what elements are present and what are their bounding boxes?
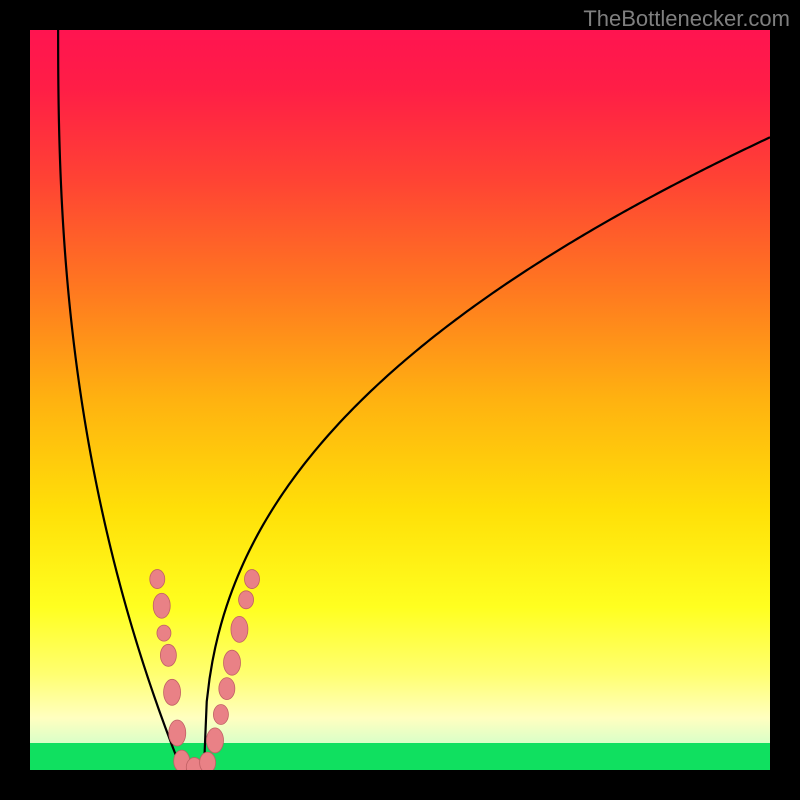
data-marker (160, 644, 176, 666)
data-marker (200, 752, 216, 770)
plot-area (30, 30, 770, 770)
curves-layer (30, 30, 770, 770)
data-marker (164, 679, 181, 705)
data-marker (213, 705, 228, 725)
chart-frame (0, 0, 800, 800)
data-marker (157, 625, 171, 641)
data-marker (231, 616, 248, 642)
data-marker (153, 593, 170, 618)
data-marker (245, 570, 260, 589)
data-marker (150, 570, 165, 589)
data-marker (219, 678, 235, 700)
watermark: TheBottlenecker.com (583, 6, 790, 32)
data-marker (207, 728, 224, 753)
data-marker (169, 720, 186, 746)
data-marker (239, 591, 254, 609)
data-marker (224, 650, 241, 675)
